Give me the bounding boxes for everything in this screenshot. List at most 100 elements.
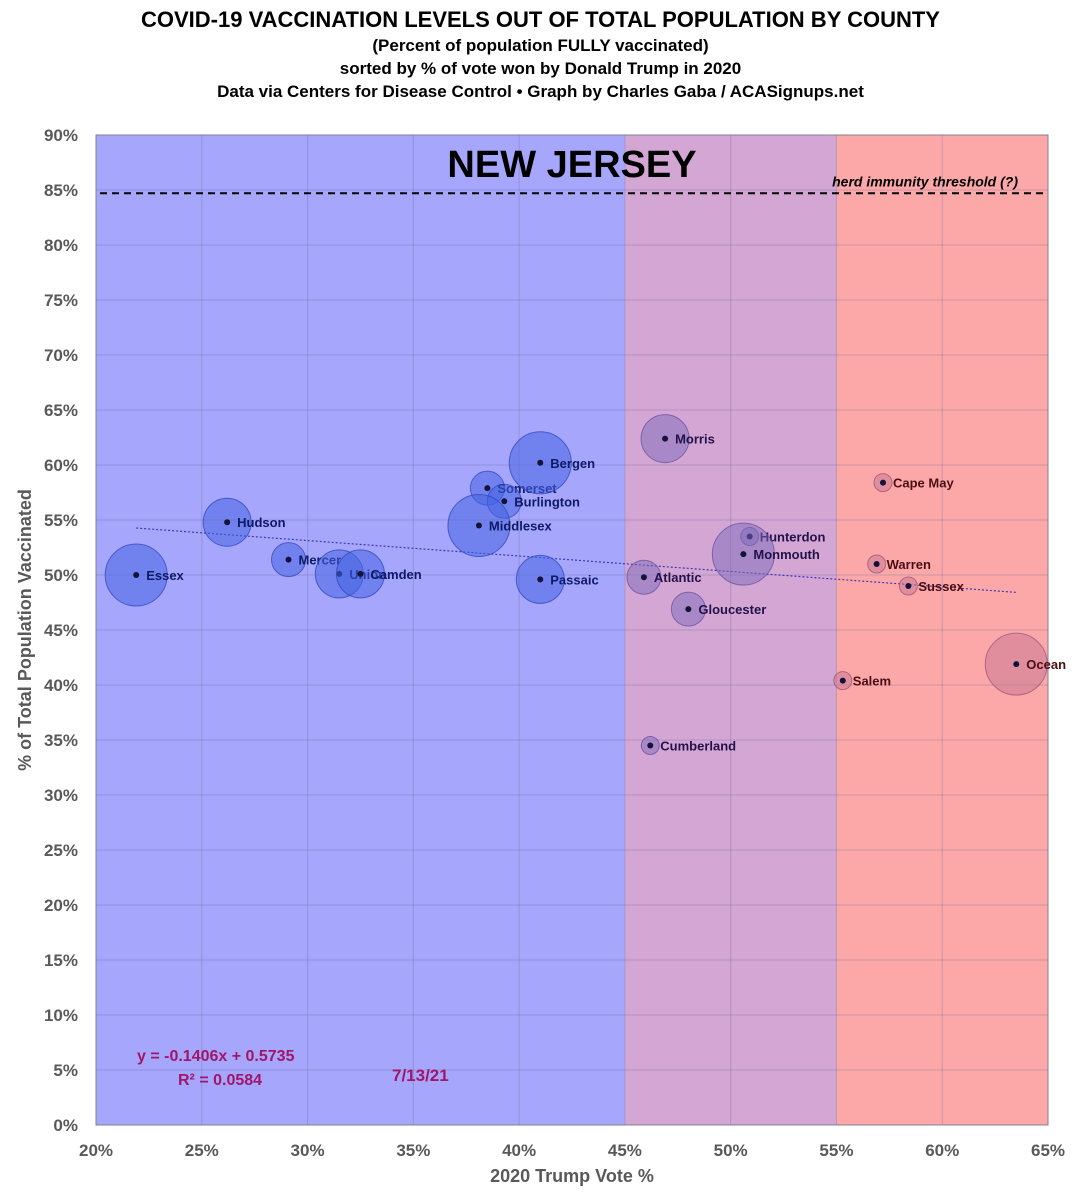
county-label: Ocean [1026,657,1066,672]
background-band-2 [836,135,1048,1125]
x-axis-title: 2020 Trump Vote % [490,1166,654,1186]
point-marker [879,479,886,486]
x-tick-label: 30% [291,1141,325,1160]
y-tick-label: 75% [44,291,78,310]
y-tick-label: 55% [44,511,78,530]
y-tick-label: 90% [44,126,78,145]
county-label: Passaic [550,572,598,587]
point-marker [501,498,508,505]
data-point: Essex [104,543,185,607]
data-point: Monmouth [711,522,820,586]
data-point: Salem [833,671,891,691]
x-tick-label: 40% [502,1141,536,1160]
y-axis-title: % of Total Population Vaccinated [15,489,35,771]
x-tick-label: 50% [714,1141,748,1160]
y-tick-label: 10% [44,1006,78,1025]
trendline-equation: y = -0.1406x + 0.5735 [137,1048,295,1065]
county-label: Salem [853,674,891,689]
date-label: 7/13/21 [392,1066,449,1085]
county-label: Atlantic [654,570,702,585]
y-tick-label: 65% [44,401,78,420]
point-marker [357,570,364,577]
data-point: Cape May [873,473,954,493]
point-marker [685,606,692,613]
y-tick-label: 70% [44,346,78,365]
background-band-0 [96,135,625,1125]
point-marker [285,556,292,563]
point-marker [647,742,654,749]
y-tick-label: 50% [44,566,78,585]
data-point: Morris [640,414,715,464]
county-label: Bergen [550,456,595,471]
y-tick-label: 40% [44,676,78,695]
trendline-r2: R² = 0.0584 [178,1072,262,1089]
chart-title-block: COVID-19 VACCINATION LEVELS OUT OF TOTAL… [0,6,1081,103]
data-point: Hudson [202,497,286,547]
y-tick-label: 60% [44,456,78,475]
x-tick-label: 60% [925,1141,959,1160]
x-tick-label: 25% [185,1141,219,1160]
trendline [136,527,1017,593]
data-point: Atlantic [626,559,702,595]
x-tick-label: 20% [79,1141,113,1160]
county-label: Hudson [237,515,285,530]
data-point: Sussex [898,576,965,596]
chart-title: COVID-19 VACCINATION LEVELS OUT OF TOTAL… [141,7,940,32]
county-label: Camden [370,567,421,582]
x-tick-label: 55% [819,1141,853,1160]
point-marker [484,485,491,492]
chart-subtitle-1: (Percent of population FULLY vaccinated) [372,36,709,55]
point-marker [662,435,669,442]
y-tick-label: 5% [53,1061,78,1080]
y-tick-label: 20% [44,896,78,915]
point-marker [537,576,544,583]
county-label: Hunterdon [760,530,826,545]
data-point: Camden [335,549,422,599]
background-band-1 [624,135,837,1125]
x-tick-label: 45% [608,1141,642,1160]
point-marker [905,583,912,589]
county-label: Cape May [893,476,954,491]
x-tick-label: 35% [396,1141,430,1160]
point-marker [640,574,647,581]
y-tick-label: 45% [44,621,78,640]
x-tick-label: 65% [1031,1141,1065,1160]
county-label: Gloucester [698,602,766,617]
data-point: Middlesex [447,494,553,557]
chart-subtitle-2: sorted by % of vote won by Donald Trump … [339,59,742,78]
y-tick-label: 30% [44,786,78,805]
county-label: Monmouth [753,547,819,562]
point-marker [224,519,231,526]
county-label: Burlington [514,494,580,509]
state-label: NEW JERSEY [447,144,696,186]
data-point: Bergen [508,431,595,495]
y-tick-label: 15% [44,951,78,970]
data-point: Ocean [984,632,1066,696]
chart-subtitle-3: Data via Centers for Disease Control • G… [217,82,864,101]
point-marker [873,561,880,567]
county-label: Middlesex [489,519,553,534]
y-tick-label: 0% [53,1116,78,1135]
y-tick-label: 85% [44,181,78,200]
herd-immunity-label: herd immunity threshold (?) [832,173,1018,189]
data-point: Cumberland [640,736,736,755]
data-point: Passaic [515,554,599,604]
data-point: Warren [867,554,931,574]
county-label: Warren [887,557,931,572]
point-marker [1013,661,1020,668]
plot-border [95,134,1049,1126]
point-marker [475,522,482,529]
data-point: Gloucester [670,591,766,627]
county-label: Morris [675,432,715,447]
point-marker [133,572,140,578]
point-marker [839,677,846,684]
point-marker [537,459,544,466]
y-tick-label: 35% [44,731,78,750]
county-label: Essex [146,568,184,583]
y-tick-label: 80% [44,236,78,255]
point-marker [740,551,747,558]
county-label: Cumberland [660,739,736,754]
y-tick-label: 25% [44,841,78,860]
county-label: Sussex [918,579,964,594]
